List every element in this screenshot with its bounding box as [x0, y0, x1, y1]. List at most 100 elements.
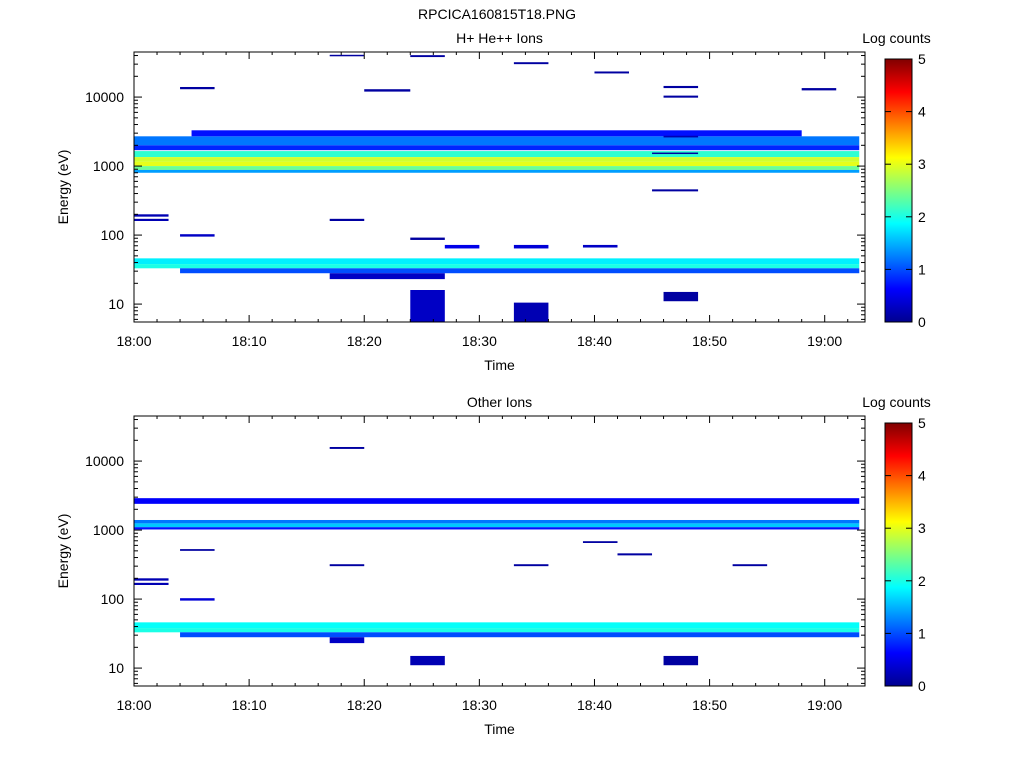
heatmap-cell — [134, 169, 860, 173]
heatmap-cell — [410, 237, 445, 240]
heatmap-cell — [513, 564, 549, 567]
plot-frame — [133, 415, 866, 687]
y-tick-label: 1000 — [93, 158, 124, 174]
colorbar-label: Log counts — [862, 394, 931, 410]
heatmap-cell — [134, 145, 860, 151]
x-tick-label: 18:50 — [692, 333, 727, 349]
heatmap-cell — [329, 446, 365, 449]
x-tick-label: 18:50 — [692, 697, 727, 713]
y-tick-label: 100 — [101, 591, 125, 607]
heatmap-cell — [329, 564, 365, 567]
colorbar-tick-label: 3 — [918, 520, 926, 536]
heatmap-cell — [180, 549, 215, 551]
heatmap-cell — [652, 152, 699, 155]
heatmap-cell — [134, 527, 860, 530]
figure-title: RPCICA160815T18.PNG — [418, 6, 576, 22]
heatmap-cell — [617, 553, 653, 556]
x-tick-label: 18:10 — [232, 333, 267, 349]
y-tick-label: 10000 — [85, 89, 124, 105]
colorbar-tick-label: 5 — [918, 415, 926, 431]
heatmap-cell — [134, 523, 860, 528]
heatmap-cell — [134, 264, 860, 269]
heatmap-cells — [134, 446, 860, 666]
heatmap-cell — [663, 85, 699, 89]
heatmap-cell — [329, 218, 365, 221]
heatmap-cell — [180, 234, 215, 237]
x-axis-label: Time — [484, 721, 515, 737]
heatmap-cell — [134, 519, 860, 524]
heatmap-cell — [134, 151, 860, 158]
heatmap-cell — [134, 166, 860, 170]
heatmap-cell — [410, 655, 445, 666]
heatmap-cell — [652, 189, 699, 192]
heatmap-cell — [134, 218, 169, 221]
colorbar-tick-label: 1 — [918, 625, 926, 641]
x-tick-label: 18:00 — [116, 697, 151, 713]
colorbar: 0 1 2 3 4 5 Log counts — [862, 394, 931, 694]
heatmap-cell — [513, 244, 549, 249]
heatmap-cell — [329, 54, 365, 57]
colorbar-tick-label: 2 — [918, 573, 926, 589]
y-tick-label: 1000 — [93, 522, 124, 538]
panel-other-ions: Other Ions 18:00 18:10 18:20 18:30 18:40 18:50… — [55, 394, 931, 737]
colorbar-gradient — [884, 422, 913, 687]
heatmap-cell — [134, 578, 169, 581]
heatmap-cell — [329, 273, 445, 280]
colorbar: 0 1 2 3 4 5 Log counts — [862, 30, 931, 330]
colorbar-tick-label: 3 — [918, 156, 926, 172]
colorbar-tick-label: 2 — [918, 209, 926, 225]
y-axis-label: Energy (eV) — [55, 150, 71, 225]
heatmap-cell — [594, 71, 630, 74]
x-tick-label: 18:40 — [577, 697, 612, 713]
heatmap-cell — [513, 302, 549, 322]
heatmap-cell — [134, 214, 169, 217]
colorbar-tick-label: 4 — [918, 104, 926, 120]
heatmap-cell — [513, 62, 549, 65]
heatmap-cell — [410, 55, 445, 58]
heatmap-cell — [329, 637, 365, 644]
heatmap-cell — [134, 582, 169, 585]
heatmap-cell — [582, 541, 618, 543]
x-axis-label: Time — [484, 357, 515, 373]
heatmap-cell — [134, 136, 860, 146]
heatmap-cell — [364, 89, 411, 92]
heatmap-cell — [134, 628, 860, 633]
x-tick-label: 18:30 — [462, 697, 497, 713]
heatmap-cell — [180, 598, 215, 601]
y-tick-label: 10 — [108, 296, 124, 312]
heatmap-cell — [663, 655, 699, 666]
heatmap-cell — [732, 564, 768, 567]
colorbar-tick-label: 4 — [918, 468, 926, 484]
x-tick-label: 18:40 — [577, 333, 612, 349]
panel-h-he-ions: H+ He++ Ions 18:00 18:10 18:20 18:30 18:40 18:… — [55, 30, 931, 373]
heatmap-cell — [444, 244, 480, 249]
y-tick-label: 10000 — [85, 453, 124, 469]
heatmap-cell — [180, 86, 215, 90]
heatmap-cell — [191, 130, 802, 137]
x-tick-label: 18:10 — [232, 697, 267, 713]
heatmap-cell — [663, 291, 699, 302]
heatmap-cell — [134, 161, 860, 167]
plot-frame — [133, 51, 866, 323]
heatmap-cell — [663, 95, 699, 98]
heatmap-cell — [180, 268, 860, 274]
y-axis-label: Energy (eV) — [55, 514, 71, 589]
colorbar-tick-label: 0 — [918, 314, 926, 330]
x-tick-label: 19:00 — [807, 697, 842, 713]
colorbar-label: Log counts — [862, 30, 931, 46]
heatmap-cell — [134, 622, 860, 629]
heatmap-cell — [801, 88, 837, 91]
heatmap-cell — [180, 632, 860, 638]
colorbar-tick-label: 5 — [918, 51, 926, 67]
panel-title: H+ He++ Ions — [456, 30, 543, 46]
x-tick-label: 18:00 — [116, 333, 151, 349]
x-tick-label: 19:00 — [807, 333, 842, 349]
heatmap-cells — [134, 54, 860, 322]
colorbar-tick-label: 1 — [918, 261, 926, 277]
x-tick-label: 18:20 — [347, 333, 382, 349]
heatmap-cell — [134, 258, 860, 265]
colorbar-tick-label: 0 — [918, 678, 926, 694]
y-tick-label: 10 — [108, 660, 124, 676]
heatmap-cell — [410, 289, 445, 322]
